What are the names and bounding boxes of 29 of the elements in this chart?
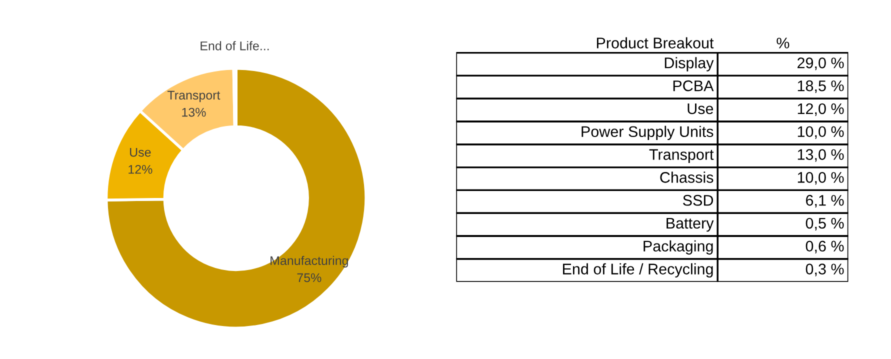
data-label: 12%: [128, 164, 152, 174]
text: 6,1 %: [806, 194, 844, 208]
text: 10,0 %: [798, 126, 844, 139]
slice-label: Use: [130, 148, 151, 157]
text: 18,5 %: [798, 80, 844, 94]
category-label: Use: [688, 103, 714, 114]
category-label: Display: [664, 57, 714, 72]
text: 13,0 %: [798, 149, 844, 162]
text: %: [776, 38, 790, 48]
category-label: Battery: [666, 218, 714, 232]
slice-label: End of Life...: [200, 41, 269, 50]
data-label: 75%: [297, 273, 322, 282]
slice-label: Transport: [168, 90, 220, 102]
category-label: Transport: [649, 149, 714, 163]
category-label: SSD: [683, 194, 714, 206]
category-label: End of Life / Recycling: [563, 263, 713, 278]
category-label: Packaging: [644, 240, 713, 255]
text: 12,0 %: [798, 103, 844, 116]
text: 10,0 %: [798, 172, 844, 185]
category-label: PCBA: [673, 80, 714, 92]
text: 0,3 %: [806, 264, 844, 276]
text: Product Breakout: [596, 37, 714, 48]
text: 29,0 %: [798, 58, 844, 70]
data-label: 13%: [182, 108, 206, 117]
text: 0,5 %: [806, 218, 844, 230]
category-label: Power Supply Units: [582, 126, 714, 140]
category-label: Chassis: [660, 172, 714, 183]
donut-slice: [104, 66, 368, 330]
text: 0,6 %: [806, 240, 844, 254]
